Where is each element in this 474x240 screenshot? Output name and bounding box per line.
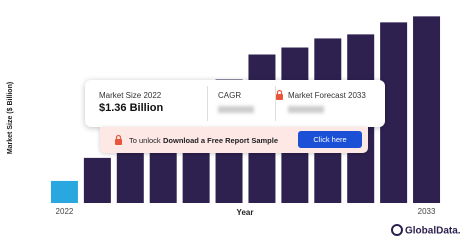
lock-icon (276, 89, 283, 100)
blurred-value (218, 106, 254, 113)
x-axis-label: Year (237, 208, 254, 217)
bar (83, 157, 111, 203)
x-tick-label: 2022 (56, 207, 74, 216)
logo: GlobalData. (405, 226, 461, 237)
size-value: $1.36 Billion (99, 102, 164, 114)
bar (50, 180, 78, 203)
click-button[interactable]: Click here (298, 131, 362, 148)
unlock-link[interactable]: Download a Free Report Sample (163, 136, 279, 145)
size-label: Market Size 2022 (99, 91, 162, 100)
divider (275, 86, 276, 121)
blurred-value (288, 106, 324, 113)
x-tick-label: 2033 (418, 207, 436, 216)
forecast-label: Market Forecast 2033 (288, 91, 366, 100)
summary-card: Market Size 2022 $1.36 Billion CAGR Mark… (85, 80, 385, 127)
unlock-text: To unlock (129, 136, 161, 145)
lock-icon (115, 134, 122, 145)
logo-icon (391, 224, 403, 236)
divider (207, 86, 208, 121)
bar (413, 16, 441, 203)
unlock-bar: To unlock Download a Free Report Sample … (100, 127, 368, 153)
cagr-label: CAGR (218, 91, 242, 100)
y-axis-label: Market Size ($ Billion) (7, 82, 14, 154)
